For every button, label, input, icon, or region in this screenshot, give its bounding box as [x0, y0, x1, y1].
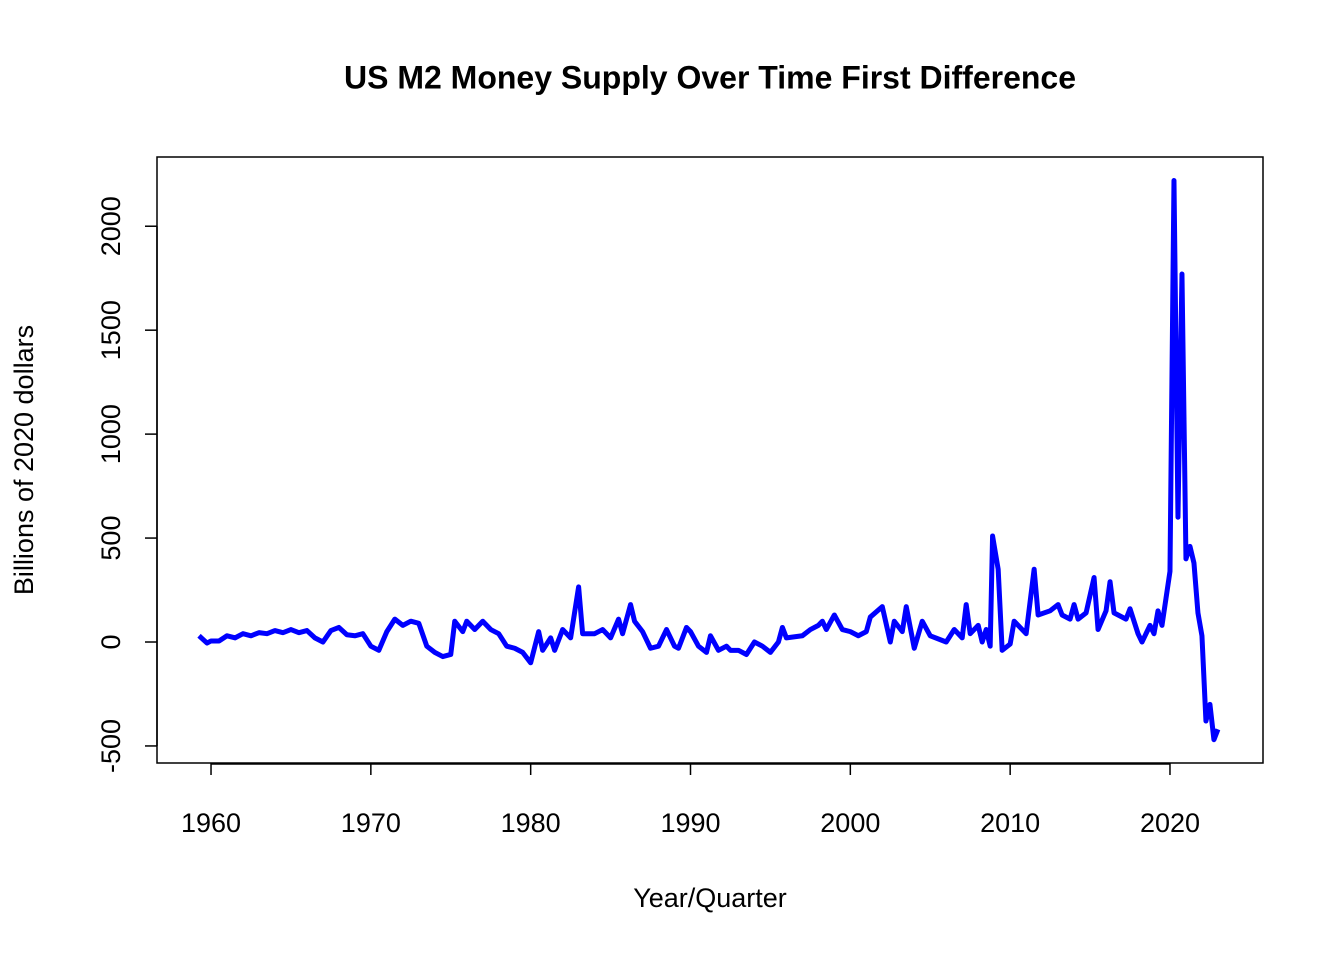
y-tick-label: 500 — [96, 516, 126, 561]
x-tick-label: 1960 — [181, 808, 241, 838]
x-tick-label: 1980 — [501, 808, 561, 838]
chart-title: US M2 Money Supply Over Time First Diffe… — [344, 59, 1076, 95]
data-line — [197, 177, 1221, 743]
x-tick-label: 2010 — [980, 808, 1040, 838]
y-tick-label: -500 — [96, 719, 126, 773]
x-axis-label: Year/Quarter — [633, 883, 787, 913]
x-tick-label: 1970 — [341, 808, 401, 838]
y-tick-label: 1500 — [96, 300, 126, 360]
y-tick-label: 1000 — [96, 404, 126, 464]
y-tick-label: 0 — [96, 634, 126, 649]
y-tick-label: 2000 — [96, 196, 126, 256]
x-tick-label: 2000 — [820, 808, 880, 838]
y-axis-label: Billions of 2020 dollars — [9, 325, 39, 595]
plot-frame — [156, 156, 1264, 764]
x-tick-label: 2020 — [1140, 808, 1200, 838]
x-tick-label: 1990 — [660, 808, 720, 838]
